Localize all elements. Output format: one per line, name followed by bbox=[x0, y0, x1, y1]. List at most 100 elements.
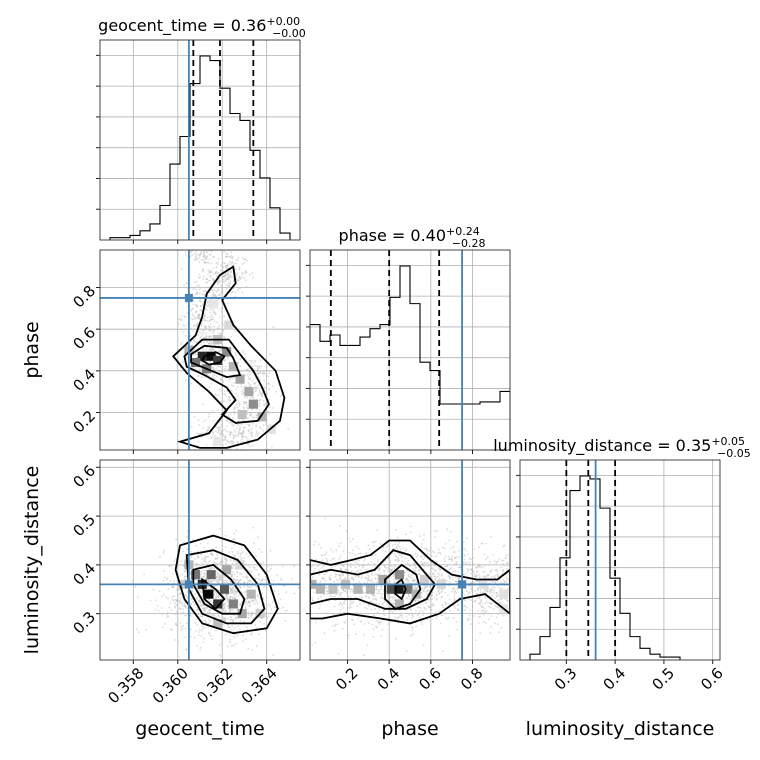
sample-point bbox=[175, 610, 178, 613]
panel-frame bbox=[519, 459, 721, 661]
sample-point bbox=[222, 578, 224, 581]
sample-point bbox=[392, 602, 394, 605]
sample-point bbox=[210, 313, 213, 316]
sample-point bbox=[392, 597, 394, 600]
sample-point bbox=[458, 576, 461, 579]
sample-point bbox=[434, 610, 437, 613]
sample-point bbox=[415, 566, 417, 569]
sample-point bbox=[225, 429, 228, 432]
sample-point bbox=[485, 590, 488, 592]
sample-point bbox=[452, 545, 455, 548]
sample-point bbox=[411, 564, 414, 566]
sample-point bbox=[196, 597, 198, 600]
sample-point bbox=[261, 395, 263, 398]
sample-point bbox=[246, 581, 249, 584]
sample-point bbox=[218, 427, 221, 430]
sample-point bbox=[332, 613, 335, 616]
sample-point bbox=[233, 412, 236, 415]
sample-point bbox=[238, 268, 241, 270]
sample-point bbox=[273, 606, 276, 608]
sample-point bbox=[330, 548, 332, 550]
sample-point bbox=[235, 354, 238, 356]
sample-point bbox=[353, 561, 356, 564]
sample-point bbox=[215, 597, 217, 600]
sample-point bbox=[265, 383, 268, 385]
sample-point bbox=[370, 561, 373, 563]
sample-point bbox=[186, 596, 189, 599]
sample-point bbox=[248, 359, 251, 362]
sample-point bbox=[503, 564, 505, 567]
sample-point bbox=[235, 403, 238, 405]
sample-point bbox=[222, 561, 224, 563]
sample-point bbox=[238, 579, 240, 582]
sample-point bbox=[407, 573, 410, 576]
sample-point bbox=[351, 602, 354, 604]
sample-point bbox=[441, 604, 443, 606]
sample-point bbox=[250, 412, 253, 415]
sample-point bbox=[202, 331, 205, 334]
sample-point bbox=[288, 595, 290, 597]
sample-point bbox=[229, 263, 232, 266]
sample-point bbox=[232, 437, 235, 439]
sample-point bbox=[207, 555, 210, 558]
sample-point bbox=[425, 564, 427, 567]
sample-point bbox=[196, 645, 198, 647]
sample-point bbox=[247, 614, 250, 616]
sample-point bbox=[263, 622, 265, 625]
sample-point bbox=[450, 558, 453, 561]
sample-point bbox=[193, 258, 196, 261]
sample-point bbox=[200, 553, 203, 556]
sample-point bbox=[145, 628, 148, 631]
sample-point bbox=[407, 579, 410, 582]
sample-point bbox=[216, 288, 219, 290]
sample-point bbox=[251, 380, 254, 383]
sample-point bbox=[255, 386, 258, 388]
sample-point bbox=[229, 422, 232, 425]
sample-point bbox=[441, 578, 444, 580]
sample-point bbox=[365, 552, 368, 555]
sample-point bbox=[195, 565, 197, 568]
sample-point bbox=[384, 564, 387, 566]
sample-point bbox=[431, 602, 434, 605]
sample-point bbox=[312, 544, 315, 546]
sample-point bbox=[229, 611, 231, 614]
sample-point bbox=[368, 596, 371, 599]
panel-frame bbox=[309, 249, 511, 451]
sample-point bbox=[302, 568, 304, 570]
sample-point bbox=[246, 397, 248, 399]
sample-point bbox=[511, 620, 513, 622]
sample-point bbox=[224, 436, 226, 439]
sample-point bbox=[180, 560, 183, 563]
sample-point bbox=[217, 326, 220, 329]
sample-point bbox=[485, 622, 488, 624]
sample-point bbox=[238, 628, 241, 631]
sample-point bbox=[361, 566, 364, 569]
sample-point bbox=[431, 555, 433, 557]
y-tick-label: 0.8 bbox=[69, 282, 99, 312]
sample-point bbox=[197, 276, 200, 279]
sample-point bbox=[302, 547, 304, 549]
sample-point bbox=[254, 382, 257, 384]
sample-point bbox=[278, 607, 281, 610]
sample-point bbox=[236, 244, 238, 246]
sample-point bbox=[165, 596, 168, 599]
sample-point bbox=[205, 569, 207, 572]
title-upper-error: +0.05 bbox=[711, 435, 745, 448]
sample-point bbox=[489, 632, 492, 634]
sample-point bbox=[194, 593, 197, 596]
sample-point bbox=[234, 597, 237, 600]
sample-point bbox=[474, 599, 477, 602]
sample-point bbox=[193, 636, 196, 639]
sample-point bbox=[334, 595, 337, 598]
sample-point bbox=[472, 605, 474, 608]
sample-point bbox=[395, 559, 397, 562]
sample-point bbox=[395, 638, 397, 640]
sample-point bbox=[393, 565, 396, 568]
density-cell bbox=[420, 575, 430, 585]
sample-point bbox=[387, 567, 390, 569]
sample-point bbox=[234, 352, 237, 354]
sample-point bbox=[379, 620, 382, 623]
sample-point bbox=[250, 615, 253, 617]
sample-point bbox=[351, 552, 354, 555]
sample-point bbox=[433, 580, 436, 583]
